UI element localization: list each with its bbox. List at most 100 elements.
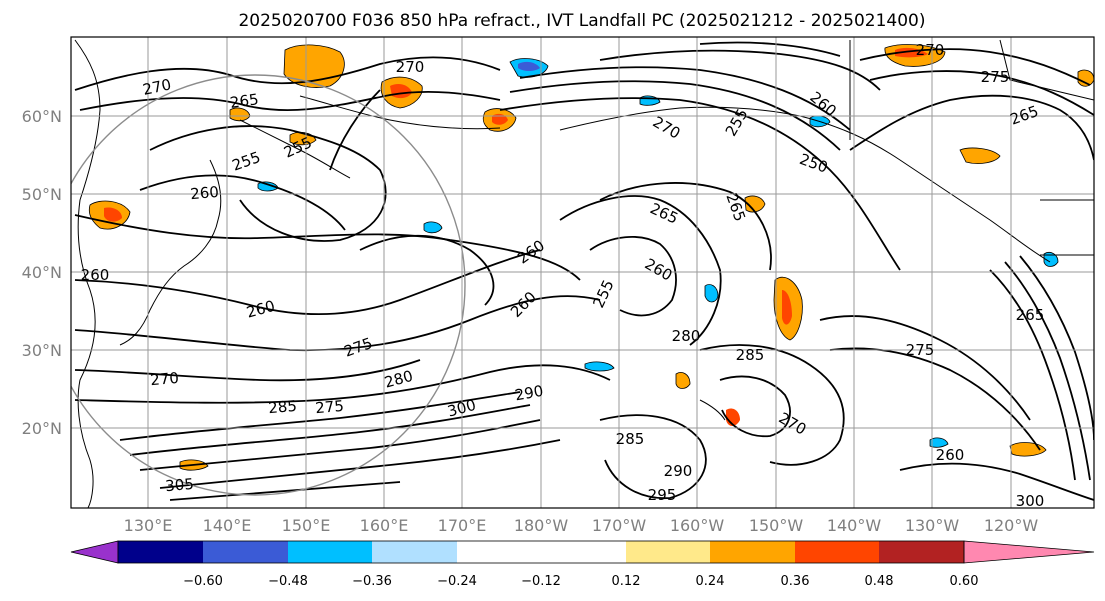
colorbar-tick-label: −0.12 xyxy=(521,574,561,589)
lon-label: 130°E xyxy=(124,516,173,535)
coastline xyxy=(74,39,101,508)
shade-orange-patch xyxy=(283,44,345,88)
contour-line xyxy=(1019,255,1094,441)
colorbar-segment xyxy=(879,541,964,563)
contour-line xyxy=(519,66,851,131)
contour-line xyxy=(329,89,381,171)
lat-label: 50°N xyxy=(22,185,62,204)
contour-label: 270 xyxy=(916,41,945,59)
contour-label: 275 xyxy=(315,397,345,417)
contour-line xyxy=(74,359,421,382)
shade-red-patch xyxy=(492,113,508,125)
colorbar-segment xyxy=(203,541,288,563)
figure-title: 2025020700 F036 850 hPa refract., IVT La… xyxy=(238,11,925,31)
lon-label: 170°W xyxy=(592,516,647,535)
lon-label: 170°E xyxy=(438,516,487,535)
contour-line xyxy=(989,269,1076,481)
lon-label: 140°E xyxy=(203,516,252,535)
contour-label: 285 xyxy=(736,346,765,364)
contour-label: 295 xyxy=(648,486,677,504)
contour-line xyxy=(859,48,1091,86)
contour-label: 285 xyxy=(268,397,298,417)
colorbar-segment xyxy=(118,541,203,563)
contour-line xyxy=(359,234,495,306)
contour-label: 260 xyxy=(81,266,110,284)
contour-line xyxy=(589,236,677,317)
coastline xyxy=(999,39,1094,101)
contour-line xyxy=(869,70,1094,116)
shade-blue-patch xyxy=(423,221,443,234)
contour-line xyxy=(159,439,561,489)
shade-blue-patch xyxy=(1043,252,1059,267)
lon-label: 180°W xyxy=(514,516,569,535)
shade-blue-patch xyxy=(584,361,615,372)
colorbar-segment xyxy=(457,541,541,563)
coastlines xyxy=(74,39,1094,508)
contour-label: 305 xyxy=(165,475,195,495)
contour-label: 290 xyxy=(513,382,544,405)
lon-label: 150°E xyxy=(282,516,331,535)
colorbar-tick-label: −0.24 xyxy=(437,574,477,589)
coastline xyxy=(239,119,351,179)
contour-line xyxy=(599,182,772,271)
shade-orange-patch xyxy=(959,147,1001,164)
shade-blue-patch xyxy=(704,284,719,303)
shaded-field xyxy=(88,44,1094,471)
contour-label: 270 xyxy=(150,369,180,389)
contour-line xyxy=(74,56,501,91)
contour-line xyxy=(129,404,531,456)
lon-label: 160°W xyxy=(670,516,725,535)
contour-line xyxy=(819,315,1031,421)
contour-line xyxy=(119,391,521,441)
contour-line xyxy=(509,80,841,151)
colorbar-under-arrow xyxy=(70,540,119,564)
lon-label: 140°W xyxy=(827,516,882,535)
contour-line xyxy=(559,195,722,346)
colorbar: −0.60 −0.48 −0.36 −0.24 −0.12 0.12 0.24 … xyxy=(70,540,1095,589)
contour-label: 285 xyxy=(616,430,645,448)
colorbar-segment xyxy=(288,541,372,563)
colorbar-tick-label: 0.12 xyxy=(612,574,641,589)
colorbar-tick-label: −0.48 xyxy=(268,574,308,589)
contour-label: 265 xyxy=(229,90,260,112)
contour-line xyxy=(699,344,845,466)
contour-line xyxy=(74,295,601,352)
contour-label: 300 xyxy=(1016,492,1045,510)
colorbar-tick-label: −0.60 xyxy=(183,574,223,589)
contour-label: 280 xyxy=(672,327,701,345)
contour-line xyxy=(79,90,501,112)
contour-label: 270 xyxy=(141,75,173,99)
lat-label: 60°N xyxy=(22,107,62,126)
graticule xyxy=(71,37,1094,508)
lat-label: 30°N xyxy=(22,341,62,360)
contour-line xyxy=(139,419,541,471)
contour-line xyxy=(849,94,1094,161)
colorbar-tick-label: 0.60 xyxy=(950,574,979,589)
colorbar-tick-label: −0.36 xyxy=(352,574,392,589)
contour-label: 290 xyxy=(664,462,693,480)
shade-blue-patch xyxy=(929,437,949,448)
lon-label: 160°E xyxy=(360,516,409,535)
contour-line xyxy=(169,481,401,501)
contour-label: 270 xyxy=(396,58,425,76)
colorbar-segment xyxy=(710,541,795,563)
colorbar-segment xyxy=(626,541,710,563)
contour-line xyxy=(699,41,841,57)
colorbar-segment xyxy=(795,541,879,563)
coastline xyxy=(299,95,501,130)
colorbar-tick-label: 0.24 xyxy=(696,574,725,589)
coastline xyxy=(559,106,1051,263)
lon-label: 130°W xyxy=(905,516,960,535)
contour-line xyxy=(829,347,1041,451)
refractivity-contours xyxy=(74,41,1094,501)
contour-line xyxy=(499,97,901,271)
shade-red-patch xyxy=(104,207,122,222)
colorbar-segment xyxy=(372,541,457,563)
coastline xyxy=(119,159,222,346)
contour-line xyxy=(74,364,611,404)
shade-orange-patch xyxy=(675,372,691,389)
colorbar-tick-label: 0.48 xyxy=(865,574,894,589)
contour-line xyxy=(149,125,387,242)
